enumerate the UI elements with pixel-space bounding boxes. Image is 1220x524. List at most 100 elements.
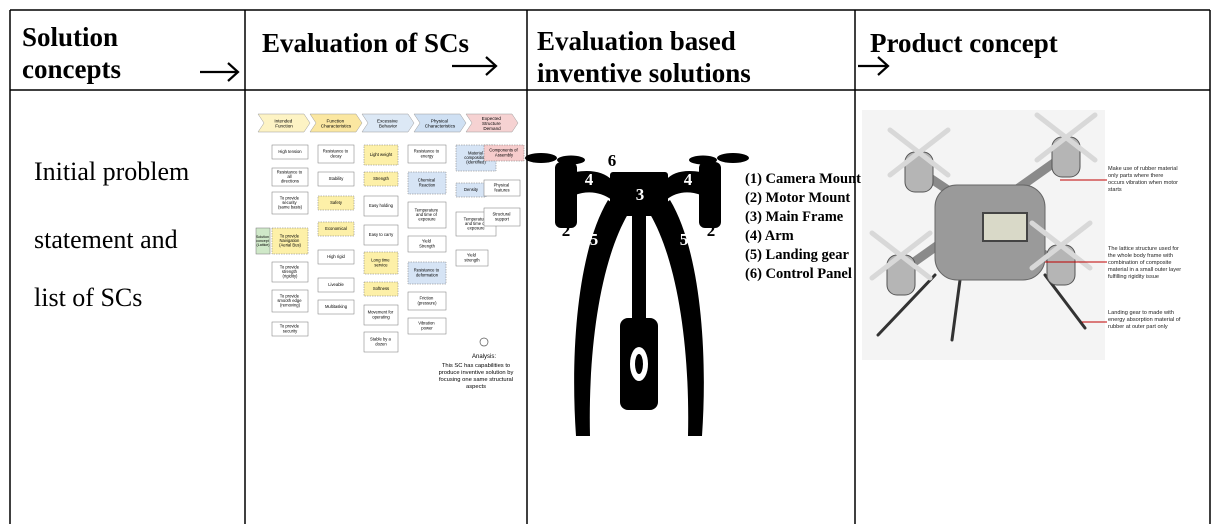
flowchart: Intended Function Function Characteristic…	[255, 113, 525, 390]
box-label: Friction (pressure)	[417, 296, 437, 306]
box	[317, 144, 355, 164]
box-label: Chemical Reaction	[418, 178, 437, 188]
box	[271, 289, 309, 313]
box-label: Resistance to all directions	[277, 170, 304, 184]
stage-label: Intended Function	[274, 119, 293, 129]
box	[363, 195, 399, 217]
stage-chevron	[413, 113, 467, 133]
legend-text: (5) Landing gear	[745, 247, 849, 263]
legend-text: (1) Camera Mount	[745, 171, 861, 187]
box-label: High tension	[278, 149, 302, 154]
box	[271, 167, 309, 187]
box	[317, 299, 355, 315]
box-label: Yield strength	[464, 253, 480, 263]
box	[271, 261, 309, 283]
note-text: only parts where there	[1108, 173, 1163, 179]
legend-text: (2) Motor Mount	[745, 190, 850, 206]
box-label: Resistance to energy	[414, 149, 441, 159]
part-number: 4	[684, 170, 693, 189]
box	[271, 321, 309, 337]
box	[255, 227, 271, 255]
stage-label: Physical Characteristics	[425, 119, 456, 129]
part-number: 4	[585, 170, 594, 189]
analysis-text: produce inventive solution by	[439, 370, 514, 376]
note-text: the whole body frame with	[1108, 253, 1173, 259]
header-text: Product concept	[870, 28, 1058, 58]
box	[317, 221, 355, 237]
box-label: Multitasking	[325, 304, 348, 309]
box-label: Safety	[330, 200, 343, 205]
note-text: occurs vibration when motor	[1108, 180, 1178, 186]
stage-chevron	[257, 113, 311, 133]
bulb-icon	[479, 337, 489, 347]
part-number: 2	[562, 221, 571, 240]
box	[407, 235, 447, 253]
box-label: Movement for operating	[368, 310, 395, 320]
box-label: Resistance to deformation	[414, 268, 441, 278]
box	[407, 171, 447, 195]
box-label: Physical features	[494, 183, 511, 193]
header-text: Evaluation based	[537, 26, 736, 56]
box-label: Strength	[373, 176, 390, 181]
box-label: Economical	[325, 226, 347, 231]
box	[363, 251, 399, 275]
product-render	[862, 110, 1107, 360]
cell-text: list of SCs	[34, 283, 142, 312]
box-label: To provide security	[280, 324, 300, 334]
legend-text: (4) Arm	[745, 228, 794, 244]
box-label: Temperature and time of exposure	[464, 217, 489, 231]
box-label: Density	[464, 187, 479, 192]
part-number: 1	[635, 353, 644, 372]
box	[317, 195, 355, 211]
box	[363, 331, 399, 353]
box	[363, 224, 399, 246]
analysis-text: aspects	[466, 384, 486, 390]
box-label: Liveable	[328, 282, 344, 287]
part-number: 2	[707, 221, 716, 240]
stage-label: Function Characteristics	[321, 119, 352, 129]
box	[407, 261, 447, 285]
stage-chevron	[309, 113, 363, 133]
box-label: Stable by a dozen	[370, 337, 392, 347]
box	[317, 249, 355, 265]
note-text: The lattice structure used for	[1108, 246, 1179, 252]
arrows	[200, 56, 890, 82]
note-text: Landing gear to made with	[1108, 310, 1174, 316]
box-label: Long time service	[371, 258, 391, 268]
box-label: Solution concept (Lattice)	[256, 235, 270, 247]
box	[407, 291, 447, 311]
cell-text: statement and	[34, 225, 178, 254]
box	[483, 179, 521, 197]
note-text: starts	[1108, 187, 1122, 193]
analysis-text: This SC has capabilities to	[442, 363, 510, 369]
box-label: Material composition (identified)	[464, 151, 488, 165]
cell-text: Initial problem	[34, 157, 189, 186]
stage-label: Excessive Behavior	[377, 119, 399, 129]
part-number: 3	[636, 185, 645, 204]
table-lines	[9, 9, 1211, 524]
box-label: Softness	[373, 286, 389, 291]
box	[363, 281, 399, 297]
header-text: Solution	[22, 22, 118, 52]
drone-diagram	[525, 153, 749, 436]
box-label: Vibration power	[418, 321, 436, 331]
box-label: Easy holding	[369, 203, 394, 208]
analysis-text: focusing one same structural	[439, 377, 513, 383]
part-number: 5	[680, 230, 689, 249]
legend-text: (3) Main Frame	[745, 209, 844, 225]
analysis-title: Analysis:	[472, 354, 496, 360]
box	[271, 227, 309, 255]
box	[483, 144, 525, 162]
note-text: combination of composite	[1108, 260, 1171, 266]
box	[271, 144, 309, 160]
box-label: Yield Strength	[419, 239, 436, 249]
box	[407, 144, 447, 164]
stage-chevron	[361, 113, 415, 133]
box-label: To provide Navigation (Aerial Bus)	[279, 234, 301, 248]
box-label: Components of Assembly	[489, 148, 519, 158]
box	[407, 317, 447, 335]
box	[363, 171, 399, 187]
box-label: Easy to carry	[369, 232, 394, 237]
box-label: Light weight	[370, 152, 393, 157]
